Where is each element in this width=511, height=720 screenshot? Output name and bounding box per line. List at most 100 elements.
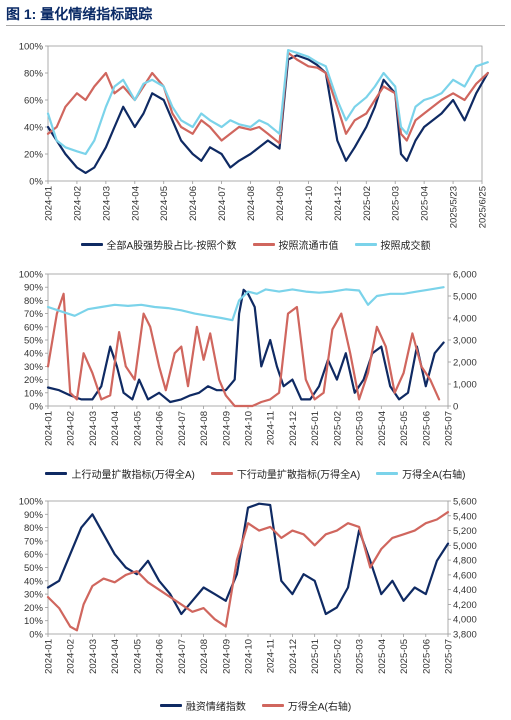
- y2-tick-label: 4,000: [453, 615, 477, 626]
- x-tick-label: 2024-02: [66, 411, 77, 446]
- x-tick-label: 2024-03: [88, 639, 99, 674]
- x-tick-label: 2024-08: [199, 639, 210, 674]
- legend-item: 下行动量扩散指标(万得全A): [210, 466, 361, 481]
- legend-item: 融资情绪指数: [159, 698, 246, 713]
- x-tick-label: 2024-05: [159, 186, 170, 221]
- y-tick-label: 60%: [24, 550, 44, 561]
- legend-swatch: [45, 472, 68, 475]
- legend-label: 下行动量扩散指标(万得全A): [236, 470, 361, 481]
- x-tick-label: 2024-07: [177, 411, 188, 446]
- x-tick-label: 2024-11: [266, 411, 277, 445]
- y2-tick-label: 5,000: [453, 541, 477, 552]
- x-tick-label: 2024-05: [132, 639, 143, 674]
- series-line-2: [46, 511, 450, 632]
- y2-tick-label: 1,000: [453, 380, 477, 391]
- x-tick-label: 2024-02: [66, 639, 77, 674]
- y-tick-label: 100%: [19, 497, 44, 508]
- x-tick-label: 2024-04: [110, 639, 121, 674]
- x-tick-label: 2024-01: [44, 639, 55, 674]
- y2-tick-label: 5,400: [453, 511, 477, 522]
- legend-label: 万得全A(右轴): [402, 470, 466, 481]
- x-tick-label: 2024-07: [177, 639, 188, 674]
- figure-title-text: 量化情绪指标跟踪: [40, 6, 153, 22]
- y2-tick-label: 4,600: [453, 570, 477, 581]
- y-tick-label: 90%: [24, 510, 44, 521]
- plot-frame: [47, 500, 449, 635]
- y-tick-label: 50%: [24, 563, 44, 574]
- x-tick-label: 2024-08: [199, 411, 210, 446]
- x-tick-label: 2024-01: [44, 411, 55, 446]
- x-tick-label: 2024-02: [72, 186, 83, 221]
- x-tick-label: 2025-02: [362, 186, 373, 221]
- chart-momentum-diffusion: 0% 10% 20% 30% 40% 50% 60% 70% 80% 90% 100% 0 1,000 2…: [19, 270, 477, 446]
- y2-tick-label: 4,000: [453, 314, 477, 325]
- legend-swatch: [261, 704, 284, 707]
- x-tick-label: 2025-03: [391, 186, 402, 221]
- figure-title: 图 1: 量化情绪指标跟踪: [6, 4, 152, 24]
- y-tick-label: 100%: [19, 270, 44, 281]
- x-tick-label: 2024-08: [246, 186, 257, 221]
- series-line-1: [46, 54, 489, 174]
- legend-item: 万得全A(右轴): [376, 466, 466, 481]
- legend-item: 上行动量扩散指标(万得全A): [45, 466, 195, 481]
- x-tick-label: 2024-04: [110, 411, 121, 446]
- x-tick-label: 2025/5/23: [449, 186, 460, 228]
- y2-tick-label: 6,000: [453, 270, 477, 281]
- x-tick-label: 2025-04: [420, 186, 431, 221]
- x-tick-label: 2024-03: [88, 411, 99, 446]
- y2-tick-label: 4,400: [453, 585, 477, 596]
- y2-tick-label: 5,200: [453, 526, 477, 537]
- x-tick-label: 2024-04: [130, 186, 141, 221]
- x-tick-label: 2024-12: [288, 639, 299, 674]
- legend-swatch: [210, 472, 233, 475]
- x-tick-label: 2025-07: [444, 639, 455, 674]
- x-tick-label: 2024-10: [244, 639, 255, 674]
- y-tick-label: 80%: [24, 69, 44, 80]
- y-tick-label: 80%: [24, 296, 44, 307]
- legend-label: 上行动量扩散指标(万得全A): [71, 470, 195, 481]
- legend-item: 全部A股强势股占比-按照个数: [80, 237, 237, 252]
- y-tick-label: 20%: [24, 150, 44, 161]
- y-tick-label: 40%: [24, 349, 44, 360]
- x-tick-label: 2024-06: [155, 639, 166, 674]
- x-tick-label: 2024-03: [101, 186, 112, 221]
- y-tick-label: 40%: [24, 123, 44, 134]
- series-line-3: [46, 49, 489, 156]
- x-tick-label: 2024-06: [188, 186, 199, 221]
- y-tick-label: 30%: [24, 362, 44, 373]
- legend-swatch: [376, 472, 399, 475]
- y2-tick-label: 4,800: [453, 556, 477, 567]
- x-tick-label: 2025/6/25: [478, 186, 489, 228]
- legend-item: 按照流通市值: [252, 237, 339, 252]
- x-tick-label: 2024-01: [44, 186, 55, 221]
- y-tick-label: 100%: [19, 42, 44, 53]
- x-tick-label: 2025-03: [355, 639, 366, 674]
- legend-swatch: [159, 704, 182, 707]
- x-tick-label: 2025-04: [377, 411, 388, 446]
- y-tick-label: 60%: [24, 322, 44, 333]
- y-tick-label: 0%: [29, 177, 43, 188]
- series-line-2: [46, 51, 489, 145]
- legend-label: 按照流通市值: [278, 241, 339, 252]
- legend-label: 万得全A(右轴): [287, 702, 352, 713]
- x-tick-label: 2024-05: [132, 411, 143, 446]
- y2-tick-label: 0: [453, 402, 458, 413]
- x-tick-label: 2025-07: [444, 411, 455, 446]
- x-tick-label: 2025-04: [377, 639, 388, 674]
- x-tick-label: 2025-01: [310, 411, 321, 446]
- x-tick-label: 2024-07: [217, 186, 228, 221]
- legend-strength-ratio: 全部A股强势股占比-按照个数 按照流通市值 按照成交额: [0, 237, 511, 252]
- y-tick-label: 70%: [24, 536, 44, 547]
- y-tick-label: 10%: [24, 616, 44, 627]
- y2-tick-label: 5,000: [453, 292, 477, 303]
- legend-momentum-diffusion: 上行动量扩散指标(万得全A) 下行动量扩散指标(万得全A) 万得全A(右轴): [0, 466, 511, 481]
- title-divider: [6, 25, 505, 26]
- chart-strength-ratio: 0% 20% 40% 60% 80% 100% 2024-01 2024-02 2024-03 2…: [19, 42, 489, 228]
- x-tick-label: 2025-02: [332, 411, 343, 446]
- x-tick-label: 2024-09: [221, 639, 232, 674]
- legend-item: 按照成交额: [354, 237, 431, 252]
- y2-tick-label: 3,000: [453, 336, 477, 347]
- x-tick-label: 2024-11: [266, 639, 277, 673]
- legend-swatch: [80, 243, 103, 246]
- x-tick-label: 2025-02: [332, 639, 343, 674]
